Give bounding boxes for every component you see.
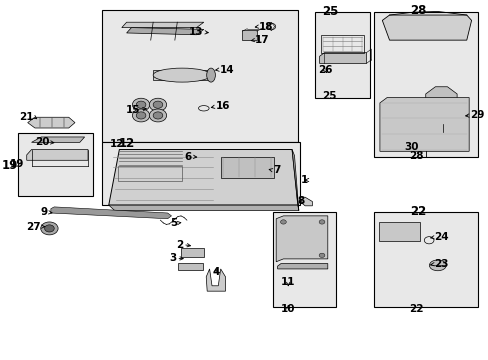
- Circle shape: [136, 112, 145, 119]
- Text: 4: 4: [212, 267, 219, 277]
- Text: 8: 8: [296, 196, 304, 206]
- Text: 12: 12: [119, 137, 135, 150]
- Text: 18: 18: [259, 22, 273, 32]
- Ellipse shape: [428, 260, 446, 271]
- Polygon shape: [206, 269, 225, 291]
- Text: 27: 27: [26, 222, 41, 231]
- Text: 25: 25: [322, 5, 338, 18]
- Circle shape: [132, 98, 149, 111]
- Bar: [118, 166, 182, 181]
- Bar: [18, 134, 93, 196]
- Text: 1: 1: [301, 175, 308, 185]
- Text: 15: 15: [125, 105, 140, 115]
- Circle shape: [149, 109, 166, 122]
- Text: 6: 6: [184, 152, 191, 162]
- Polygon shape: [122, 22, 203, 28]
- Text: 20: 20: [35, 138, 49, 147]
- Text: 11: 11: [281, 277, 295, 287]
- Polygon shape: [425, 87, 456, 125]
- Bar: [102, 142, 300, 205]
- Text: 28: 28: [408, 150, 423, 161]
- Text: 2: 2: [176, 239, 183, 249]
- Circle shape: [319, 253, 324, 257]
- Bar: [373, 212, 477, 307]
- Circle shape: [136, 101, 145, 108]
- Ellipse shape: [206, 68, 215, 82]
- Polygon shape: [379, 98, 468, 151]
- Text: 19: 19: [9, 159, 24, 169]
- Polygon shape: [28, 117, 75, 128]
- Bar: [314, 12, 369, 98]
- Text: 30: 30: [403, 141, 418, 152]
- Bar: [378, 222, 419, 241]
- Polygon shape: [276, 216, 327, 262]
- Text: 22: 22: [409, 205, 426, 218]
- Bar: [102, 10, 297, 142]
- Polygon shape: [51, 207, 171, 219]
- Polygon shape: [126, 28, 203, 35]
- Text: 28: 28: [409, 4, 426, 17]
- Text: 16: 16: [215, 102, 230, 112]
- Text: 22: 22: [408, 304, 423, 314]
- Text: 29: 29: [469, 111, 484, 121]
- Polygon shape: [32, 137, 84, 142]
- Text: 7: 7: [272, 165, 280, 175]
- Polygon shape: [382, 15, 470, 40]
- Text: 10: 10: [281, 304, 295, 314]
- Bar: [181, 248, 204, 257]
- Polygon shape: [299, 197, 312, 206]
- Bar: [321, 35, 364, 53]
- Text: 13: 13: [189, 27, 203, 37]
- Circle shape: [132, 109, 149, 122]
- Ellipse shape: [153, 68, 211, 82]
- Polygon shape: [153, 71, 211, 80]
- Circle shape: [41, 222, 58, 235]
- Bar: [242, 30, 256, 40]
- Polygon shape: [319, 53, 366, 63]
- Text: 14: 14: [219, 64, 234, 75]
- Text: 5: 5: [170, 218, 177, 228]
- Text: 25: 25: [322, 91, 336, 101]
- Circle shape: [319, 220, 324, 224]
- Text: 17: 17: [254, 35, 268, 45]
- Text: 12: 12: [109, 139, 124, 149]
- Text: 3: 3: [169, 253, 176, 263]
- Circle shape: [153, 101, 163, 108]
- Text: 26: 26: [317, 65, 331, 75]
- Text: 24: 24: [433, 232, 447, 242]
- Bar: [373, 12, 477, 157]
- Circle shape: [44, 225, 54, 232]
- Polygon shape: [277, 264, 327, 269]
- Text: 21: 21: [19, 112, 33, 122]
- Text: 19: 19: [2, 159, 19, 172]
- Bar: [178, 263, 203, 270]
- Polygon shape: [27, 149, 88, 160]
- Bar: [272, 212, 335, 307]
- Text: 23: 23: [433, 259, 447, 269]
- Circle shape: [280, 220, 286, 224]
- Polygon shape: [108, 205, 298, 211]
- Polygon shape: [291, 149, 298, 211]
- Bar: [220, 157, 273, 178]
- Circle shape: [149, 98, 166, 111]
- Polygon shape: [108, 149, 297, 205]
- Circle shape: [153, 112, 163, 119]
- Text: 9: 9: [41, 207, 48, 217]
